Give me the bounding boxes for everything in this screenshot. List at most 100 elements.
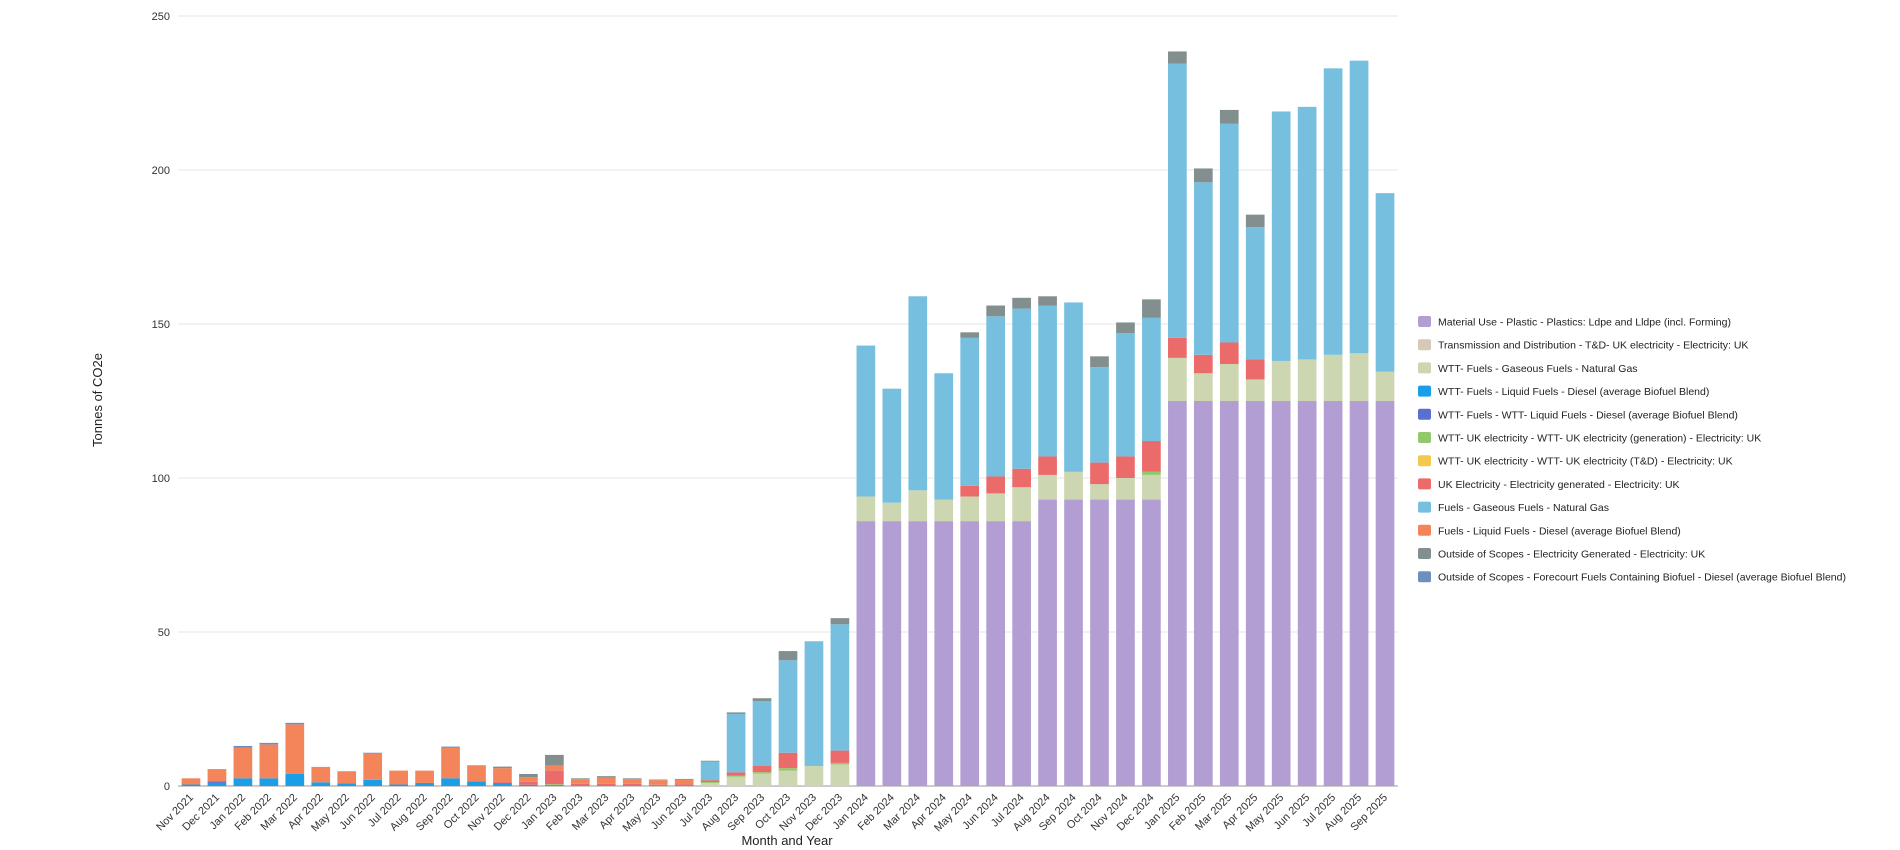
bar-segment[interactable] xyxy=(1012,297,1031,309)
bar-segment[interactable] xyxy=(726,775,746,777)
bar-segment[interactable] xyxy=(545,785,564,786)
bar-segment[interactable] xyxy=(233,778,253,786)
bar-segment[interactable] xyxy=(285,773,305,786)
bar-segment[interactable] xyxy=(1064,471,1083,500)
bar-segment[interactable] xyxy=(1142,299,1161,318)
bar-segment[interactable] xyxy=(960,332,980,338)
bar-stack[interactable] xyxy=(674,778,694,786)
bar-stack[interactable] xyxy=(752,698,772,786)
bar-segment[interactable] xyxy=(1142,471,1161,475)
bar-segment[interactable] xyxy=(804,765,824,786)
bar-segment[interactable] xyxy=(830,624,850,751)
bar-stack[interactable] xyxy=(804,641,824,786)
bar-stack[interactable] xyxy=(519,773,538,786)
bar-segment[interactable] xyxy=(882,502,902,522)
bar-segment[interactable] xyxy=(726,713,746,773)
bar-segment[interactable] xyxy=(1142,317,1161,442)
bar-segment[interactable] xyxy=(700,781,720,783)
bar-segment[interactable] xyxy=(1271,360,1291,401)
bar-segment[interactable] xyxy=(1375,371,1395,401)
bar-segment[interactable] xyxy=(545,784,564,786)
bar-segment[interactable] xyxy=(1193,354,1213,374)
bar-segment[interactable] xyxy=(1297,106,1317,360)
bar-segment[interactable] xyxy=(1142,474,1161,500)
bar-segment[interactable] xyxy=(1323,68,1343,355)
bar-segment[interactable] xyxy=(1219,109,1239,124)
bar-segment[interactable] xyxy=(934,521,954,786)
bar-segment[interactable] xyxy=(1168,51,1187,64)
bar-segment[interactable] xyxy=(1012,487,1031,522)
bar-segment[interactable] xyxy=(519,784,538,786)
bar-stack[interactable] xyxy=(467,765,486,786)
bar-segment[interactable] xyxy=(752,772,772,774)
bar-segment[interactable] xyxy=(363,779,383,786)
bar-segment[interactable] xyxy=(908,521,928,786)
bar-segment[interactable] xyxy=(1064,499,1083,786)
bar-stack[interactable] xyxy=(960,332,980,786)
bar-stack[interactable] xyxy=(1245,214,1265,786)
bar-segment[interactable] xyxy=(1349,353,1369,401)
bar-segment[interactable] xyxy=(415,770,434,783)
bar-stack[interactable] xyxy=(648,779,668,786)
bar-stack[interactable] xyxy=(1297,106,1317,786)
bar-stack[interactable] xyxy=(441,746,460,786)
bar-segment[interactable] xyxy=(1323,401,1343,786)
bar-segment[interactable] xyxy=(1193,373,1213,401)
bar-segment[interactable] xyxy=(1168,63,1187,338)
bar-stack[interactable] xyxy=(1375,193,1395,786)
bar-segment[interactable] xyxy=(467,765,486,782)
bar-segment[interactable] xyxy=(1038,474,1057,500)
bar-segment[interactable] xyxy=(207,782,227,786)
bar-segment[interactable] xyxy=(363,752,383,754)
bar-segment[interactable] xyxy=(285,722,305,725)
bar-segment[interactable] xyxy=(1038,305,1057,457)
bar-segment[interactable] xyxy=(960,496,980,522)
bar-segment[interactable] xyxy=(311,766,331,783)
bar-segment[interactable] xyxy=(726,776,746,786)
bar-segment[interactable] xyxy=(570,783,590,786)
legend-item[interactable]: Fuels - Gaseous Fuels - Natural Gas xyxy=(1418,501,1609,514)
bar-segment[interactable] xyxy=(441,747,460,779)
bar-segment[interactable] xyxy=(908,296,928,491)
bar-segment[interactable] xyxy=(986,521,1006,786)
legend-item[interactable]: Material Use - Plastic - Plastics: Ldpe … xyxy=(1418,316,1731,329)
bar-segment[interactable] xyxy=(674,778,694,780)
bar-segment[interactable] xyxy=(986,316,1006,477)
bar-segment[interactable] xyxy=(856,521,876,786)
bar-stack[interactable] xyxy=(1064,302,1083,786)
bar-segment[interactable] xyxy=(778,660,798,753)
bar-segment[interactable] xyxy=(1012,308,1031,469)
bar-segment[interactable] xyxy=(856,345,876,497)
bar-segment[interactable] xyxy=(986,493,1006,522)
bar-segment[interactable] xyxy=(622,779,642,784)
bar-segment[interactable] xyxy=(700,761,720,781)
bar-segment[interactable] xyxy=(882,521,902,786)
bar-segment[interactable] xyxy=(778,651,798,661)
bar-stack[interactable] xyxy=(830,618,850,786)
bar-segment[interactable] xyxy=(1193,401,1213,786)
bar-segment[interactable] xyxy=(570,785,590,786)
bar-segment[interactable] xyxy=(1297,359,1317,401)
bar-stack[interactable] xyxy=(1090,356,1109,786)
bar-segment[interactable] xyxy=(674,779,694,785)
bar-segment[interactable] xyxy=(519,773,538,778)
bar-segment[interactable] xyxy=(570,778,590,780)
bar-segment[interactable] xyxy=(596,785,616,786)
bar-stack[interactable] xyxy=(207,769,227,786)
bar-segment[interactable] xyxy=(467,781,486,786)
bar-segment[interactable] xyxy=(1219,123,1239,343)
bar-segment[interactable] xyxy=(441,746,460,748)
bar-segment[interactable] xyxy=(493,782,512,786)
legend-item[interactable]: WTT- UK electricity - WTT- UK electricit… xyxy=(1418,455,1733,468)
bar-segment[interactable] xyxy=(519,781,538,785)
bar-segment[interactable] xyxy=(1375,401,1395,786)
bar-segment[interactable] xyxy=(882,388,902,503)
bar-segment[interactable] xyxy=(674,784,694,786)
bar-segment[interactable] xyxy=(1116,499,1135,786)
bar-stack[interactable] xyxy=(337,771,357,786)
legend-item[interactable]: Transmission and Distribution - T&D- UK … xyxy=(1418,339,1748,352)
bar-segment[interactable] xyxy=(233,745,253,748)
bar-stack[interactable] xyxy=(726,712,746,786)
bar-stack[interactable] xyxy=(908,296,928,786)
bar-segment[interactable] xyxy=(1245,214,1265,227)
